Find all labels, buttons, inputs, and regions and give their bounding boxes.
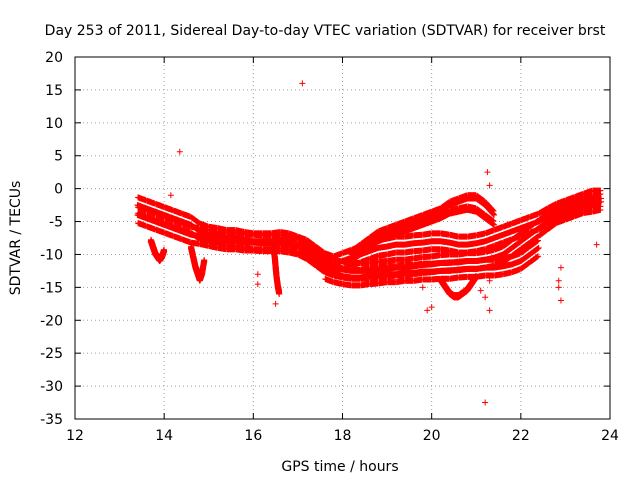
grid <box>75 57 610 419</box>
data-points <box>134 80 605 406</box>
